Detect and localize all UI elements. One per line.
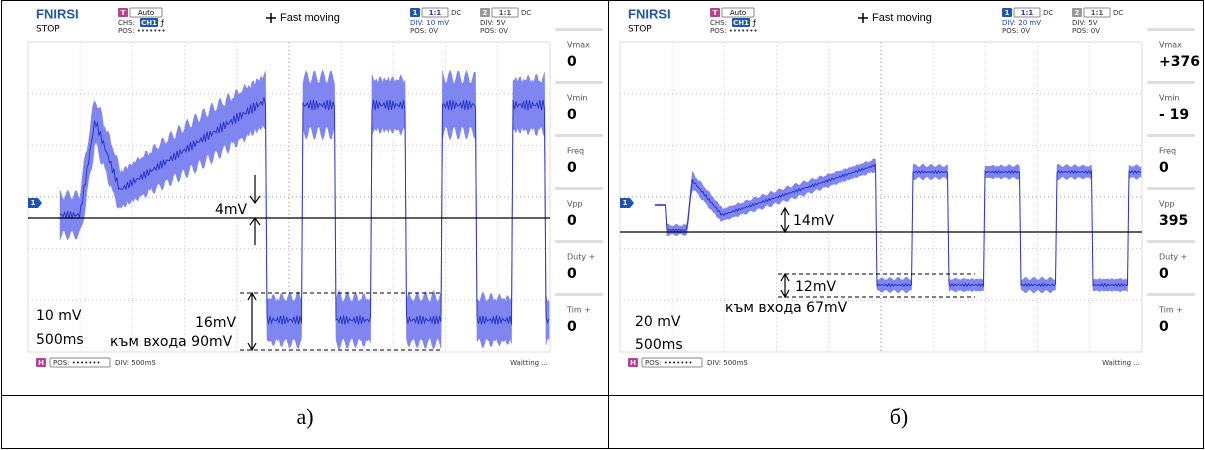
measure-separator: [555, 81, 603, 84]
measure-value: 0: [1159, 319, 1169, 335]
trigger-channel: CH1: [733, 19, 749, 27]
measure-label: Duty +: [1159, 253, 1187, 262]
input-label: към входа 67mV: [725, 300, 848, 316]
channel-div: DIV: 5V: [480, 19, 506, 27]
channel-div: DIV: 20 mV: [1002, 19, 1041, 27]
measure-label: Tim +: [1158, 306, 1183, 315]
run-state: STOP: [628, 25, 652, 35]
measure-label: Vmin: [567, 94, 588, 103]
channel-coupling: DC: [521, 9, 531, 17]
channel-coupling: DC: [451, 9, 461, 17]
timebase-div: DIV: 500mS: [115, 359, 156, 367]
measure-separator: [1147, 187, 1195, 190]
trigger-mode: Auto: [138, 9, 154, 17]
timebase-badge: H: [630, 359, 636, 367]
channel-pos: POS: 0V: [1072, 27, 1100, 35]
measure-value: 0: [567, 266, 577, 282]
measure-label: Vmin: [1159, 94, 1180, 103]
measure-separator: [555, 240, 603, 243]
figure: FNIRSISTOPTAutoCHS:CH1ƒPOS: •••••••Fast …: [0, 0, 1205, 450]
measure-value: +376: [1159, 54, 1200, 70]
channel-badge: 1: [413, 9, 418, 17]
timebase-badge: H: [38, 359, 44, 367]
trigger-badge: T: [713, 9, 718, 17]
trigger-pos: POS: •••••••: [118, 27, 166, 35]
measure-separator: [1147, 81, 1195, 84]
caption: б): [890, 404, 909, 429]
trigger-pos: POS: •••••••: [710, 27, 758, 35]
brand: FNIRSI: [628, 6, 671, 21]
measure-value: - 19: [1159, 107, 1189, 123]
brand: FNIRSI: [36, 6, 79, 21]
timebase-div: DIV: 500mS: [707, 359, 748, 367]
measure-label: Freq: [567, 147, 584, 156]
measure-separator: [555, 187, 603, 190]
delta-label: 16mV: [195, 315, 236, 331]
measure-separator: [555, 28, 603, 31]
measure-separator: [1147, 28, 1195, 31]
channel-coupling: DC: [1043, 9, 1053, 17]
channel-badge: 2: [1075, 9, 1080, 17]
time-label: 500ms: [635, 337, 683, 353]
measure-value: 0: [567, 54, 577, 70]
channel-div: DIV: 5V: [1072, 19, 1098, 27]
channel-probe: 1:1: [429, 9, 442, 17]
caption: а): [296, 404, 313, 429]
trigger-source-label: CHS:: [118, 19, 135, 27]
run-state: STOP: [36, 25, 60, 35]
delta-label: 14mV: [793, 213, 834, 229]
measure-label: Tim +: [566, 306, 591, 315]
measure-label: Duty +: [567, 253, 595, 262]
trigger-channel: CH1: [141, 19, 157, 27]
trigger-mode: Auto: [730, 9, 746, 17]
measure-separator: [1147, 240, 1195, 243]
channel-marker: 1: [623, 199, 628, 207]
time-label: 500ms: [36, 332, 84, 348]
scale-label: 20 mV: [635, 314, 681, 330]
channel-div: DIV: 10 mV: [410, 19, 449, 27]
measure-value: 0: [567, 107, 577, 123]
measure-separator: [555, 134, 603, 137]
channel-pos: POS: 0V: [410, 27, 438, 35]
oscilloscope-screen: FNIRSISTOPTAutoCHS:CH1ƒPOS: •••••••Fast …: [620, 6, 1200, 429]
move-mode: Fast moving: [280, 12, 340, 24]
timebase-pos: POS: •••••••: [645, 359, 693, 367]
measure-label: Vpp: [567, 200, 583, 209]
input-label: към входа 90mV: [110, 334, 233, 350]
channel-probe: 1:1: [1021, 9, 1034, 17]
channel-probe: 1:1: [499, 9, 512, 17]
status: Waitting ...: [510, 359, 548, 367]
measure-separator: [1147, 134, 1195, 137]
channel-pos: POS: 0V: [480, 27, 508, 35]
move-icon: [858, 13, 868, 23]
scale-label: 10 mV: [36, 308, 82, 324]
trigger-source-label: CHS:: [710, 19, 727, 27]
channel-badge: 2: [483, 9, 488, 17]
delta-label: 12mV: [795, 279, 836, 295]
trigger-badge: T: [121, 9, 126, 17]
measure-label: Vmax: [1159, 41, 1182, 50]
move-mode: Fast moving: [872, 12, 932, 24]
status: Waitting ...: [1102, 359, 1140, 367]
measure-separator: [1147, 293, 1195, 296]
timebase-pos: POS: •••••••: [53, 359, 101, 367]
delta-label: 4mV: [215, 202, 248, 218]
channel-badge: 1: [1005, 9, 1010, 17]
measure-value: 0: [567, 160, 577, 176]
measure-separator: [555, 293, 603, 296]
measure-value: 395: [1159, 213, 1188, 229]
measure-label: Vmax: [567, 41, 590, 50]
measure-value: 0: [1159, 266, 1169, 282]
measure-label: Vpp: [1159, 200, 1175, 209]
channel-probe: 1:1: [1091, 9, 1104, 17]
measure-value: 0: [567, 319, 577, 335]
channel-coupling: DC: [1113, 9, 1123, 17]
measure-value: 0: [1159, 160, 1169, 176]
move-icon: [266, 13, 276, 23]
channel-pos: POS: 0V: [1002, 27, 1030, 35]
channel-marker: 1: [31, 199, 36, 207]
measure-value: 0: [567, 213, 577, 229]
measure-label: Freq: [1159, 147, 1176, 156]
